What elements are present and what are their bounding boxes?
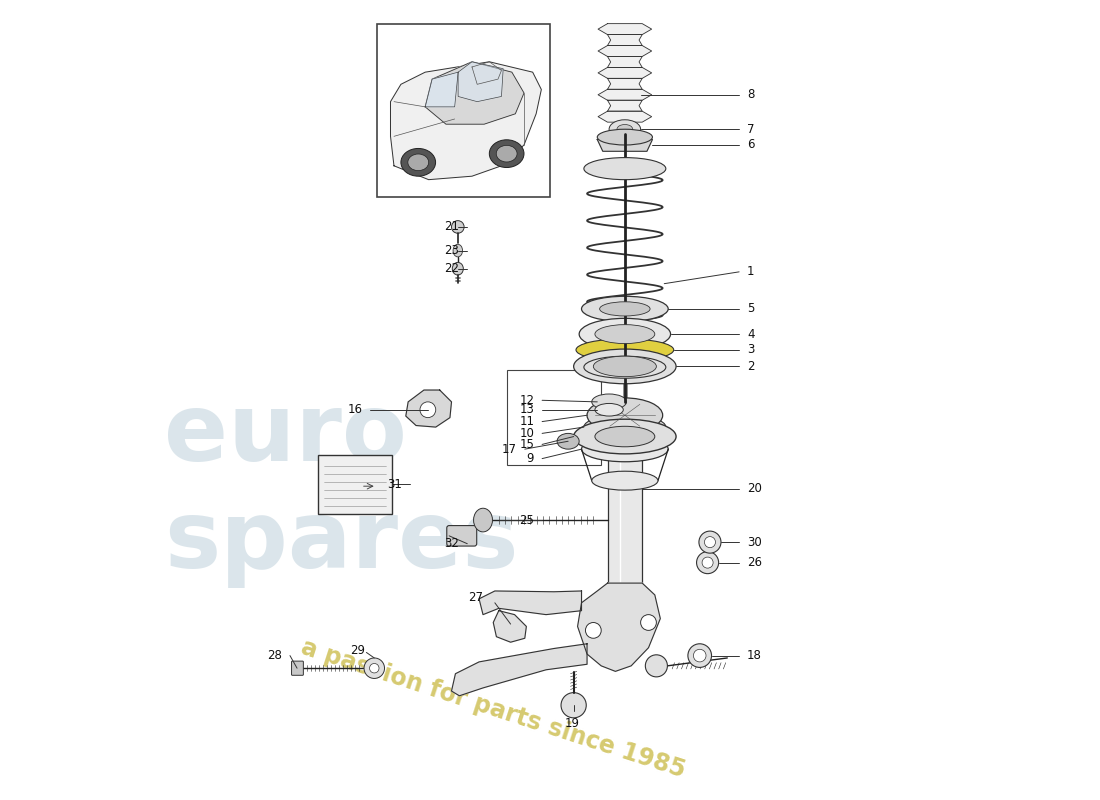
Polygon shape [493, 610, 527, 642]
Text: 20: 20 [747, 482, 762, 495]
Polygon shape [597, 139, 652, 151]
Polygon shape [607, 57, 642, 67]
Text: 15: 15 [519, 438, 535, 451]
Bar [376, 24, 550, 197]
Ellipse shape [584, 158, 666, 180]
Text: 21: 21 [444, 221, 460, 234]
Ellipse shape [370, 663, 379, 673]
Ellipse shape [696, 551, 718, 574]
Polygon shape [598, 67, 651, 78]
Polygon shape [598, 90, 651, 100]
Text: 29: 29 [350, 643, 365, 657]
Ellipse shape [582, 437, 668, 462]
Ellipse shape [702, 557, 713, 568]
Polygon shape [578, 583, 660, 671]
Text: 6: 6 [747, 138, 755, 151]
Polygon shape [426, 72, 458, 107]
Ellipse shape [597, 130, 652, 145]
Ellipse shape [584, 356, 666, 378]
Ellipse shape [595, 426, 654, 446]
Ellipse shape [592, 471, 658, 490]
Ellipse shape [617, 125, 632, 134]
Text: 12: 12 [519, 394, 535, 406]
Text: 3: 3 [747, 343, 755, 356]
Text: 32: 32 [444, 538, 460, 550]
Text: a passion for parts since 1985: a passion for parts since 1985 [298, 635, 689, 783]
Ellipse shape [573, 349, 676, 384]
Ellipse shape [688, 644, 712, 667]
Ellipse shape [600, 302, 650, 316]
Polygon shape [598, 111, 651, 122]
Ellipse shape [609, 120, 640, 138]
Polygon shape [598, 46, 651, 57]
Ellipse shape [474, 508, 493, 532]
Text: 23: 23 [444, 244, 460, 257]
Ellipse shape [557, 434, 580, 449]
Ellipse shape [640, 614, 657, 630]
Text: 11: 11 [519, 415, 535, 428]
Ellipse shape [573, 419, 676, 454]
Ellipse shape [408, 154, 429, 170]
FancyBboxPatch shape [447, 526, 476, 546]
Polygon shape [406, 390, 451, 427]
Text: 8: 8 [747, 88, 755, 101]
Ellipse shape [400, 149, 436, 176]
Text: 30: 30 [747, 536, 761, 549]
Polygon shape [598, 24, 651, 34]
Ellipse shape [693, 650, 706, 662]
Text: 27: 27 [468, 590, 483, 604]
Text: 26: 26 [747, 556, 762, 569]
Text: 31: 31 [387, 478, 402, 490]
Text: 5: 5 [747, 302, 755, 315]
Text: 28: 28 [267, 649, 282, 662]
Ellipse shape [595, 325, 654, 343]
Ellipse shape [698, 531, 720, 553]
Text: 16: 16 [348, 403, 363, 416]
Text: 7: 7 [747, 122, 755, 136]
Polygon shape [607, 34, 642, 46]
Ellipse shape [453, 244, 462, 257]
Ellipse shape [592, 394, 626, 410]
FancyBboxPatch shape [292, 661, 304, 675]
Ellipse shape [584, 414, 666, 440]
Polygon shape [480, 591, 582, 614]
Ellipse shape [451, 221, 464, 234]
Ellipse shape [452, 262, 463, 275]
Ellipse shape [496, 146, 517, 162]
Ellipse shape [420, 402, 436, 418]
Text: 1: 1 [747, 266, 755, 278]
Ellipse shape [490, 140, 524, 167]
Text: 25: 25 [519, 514, 535, 526]
Text: 18: 18 [747, 649, 762, 662]
Bar [607, 402, 642, 595]
Polygon shape [607, 100, 642, 111]
Polygon shape [426, 62, 524, 124]
Polygon shape [458, 62, 503, 102]
Ellipse shape [364, 658, 385, 678]
Bar [318, 454, 393, 514]
Ellipse shape [580, 318, 671, 350]
Ellipse shape [595, 403, 624, 416]
Text: 10: 10 [519, 427, 535, 440]
Text: 22: 22 [444, 262, 460, 275]
Ellipse shape [585, 622, 602, 638]
Text: 13: 13 [519, 403, 535, 416]
Polygon shape [390, 62, 541, 180]
Text: euro
spares: euro spares [164, 390, 518, 588]
Polygon shape [607, 78, 642, 90]
Ellipse shape [576, 339, 673, 361]
Ellipse shape [593, 356, 657, 377]
Ellipse shape [561, 693, 586, 718]
Text: 4: 4 [747, 328, 755, 341]
Ellipse shape [582, 296, 668, 322]
Text: 2: 2 [747, 360, 755, 373]
Text: 17: 17 [502, 442, 517, 456]
Text: 19: 19 [564, 717, 580, 730]
Polygon shape [451, 644, 587, 696]
Ellipse shape [646, 655, 668, 677]
Ellipse shape [587, 398, 662, 433]
Text: 9: 9 [527, 452, 535, 465]
Ellipse shape [704, 537, 715, 548]
Bar [507, 370, 602, 465]
